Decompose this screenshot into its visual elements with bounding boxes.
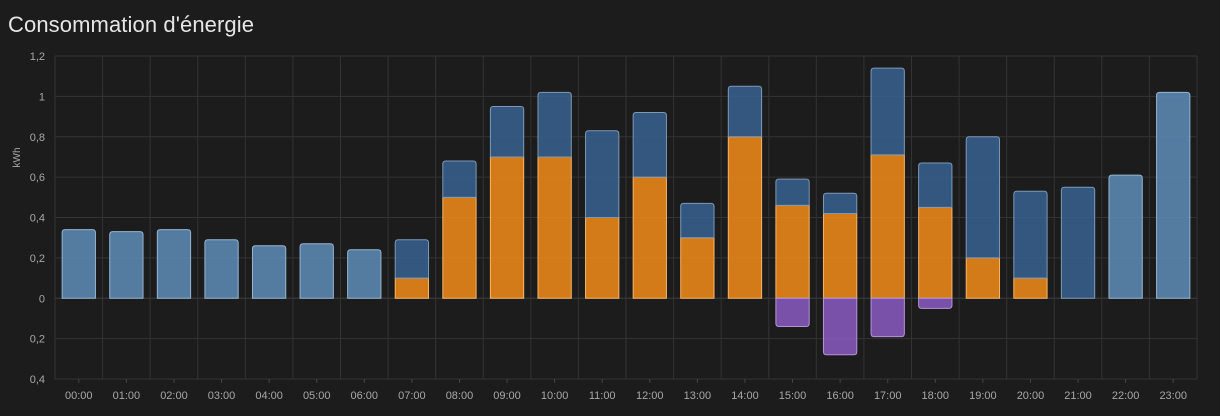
x-tick-label: 05:00 [303, 390, 331, 402]
x-tick-label: 13:00 [684, 390, 712, 402]
x-tick-label: 21:00 [1064, 390, 1092, 402]
bar-segment [965, 136, 1001, 259]
x-tick-label: 11:00 [589, 390, 616, 402]
x-tick-label: 20:00 [1017, 390, 1045, 402]
bar-segment [156, 229, 192, 299]
x-tick-label: 14:00 [731, 390, 759, 402]
bar-segment [442, 160, 477, 198]
y-tick-label: 0 [39, 293, 45, 305]
x-tick-label: 10:00 [541, 390, 569, 402]
x-tick-label: 01:00 [113, 390, 141, 402]
bar-segment [299, 243, 334, 299]
y-tick-label: 0,4 [30, 213, 45, 225]
bar-segment [1108, 174, 1143, 299]
bar-segment [1060, 186, 1096, 299]
x-tick-label: 00:00 [65, 390, 93, 402]
bar-segment [870, 154, 905, 299]
x-tick-label: 18:00 [922, 390, 950, 402]
card-title: Consommation d'énergie [8, 12, 255, 37]
bar-segment [727, 85, 763, 138]
x-tick-label: 23:00 [1159, 390, 1187, 402]
bar-segment [822, 192, 858, 214]
bar-segment [918, 297, 953, 309]
bar-segment [1013, 190, 1048, 279]
bar-segment [918, 206, 953, 299]
bar-segment [251, 245, 287, 299]
bar-segment [394, 277, 430, 299]
bar-segment [109, 231, 144, 299]
bar-segment [537, 156, 572, 299]
bar-segment [394, 239, 430, 279]
bar-segment [870, 297, 905, 338]
bar-segment [822, 297, 858, 356]
bar-segment [965, 257, 1001, 299]
y-tick-label: 0,2 [30, 334, 45, 346]
x-tick-label: 12:00 [636, 390, 664, 402]
bar-segment [775, 178, 810, 206]
x-tick-label: 19:00 [969, 390, 997, 402]
x-tick-label: 02:00 [160, 390, 188, 402]
x-tick-label: 07:00 [398, 390, 426, 402]
x-tick-label: 04:00 [255, 390, 283, 402]
bar-segment [918, 162, 953, 208]
y-tick-label: 0,2 [30, 253, 45, 265]
x-tick-label: 09:00 [493, 390, 521, 402]
bar-segment [632, 112, 667, 178]
bar-segment [61, 229, 96, 299]
bar-segment [537, 91, 572, 158]
bar-segment [727, 136, 763, 299]
x-tick-label: 08:00 [446, 390, 474, 402]
bar-segment [680, 202, 715, 239]
x-tick-label: 15:00 [779, 390, 807, 402]
y-tick-label: 0,6 [30, 172, 45, 184]
y-tick-label: 1,2 [30, 51, 45, 63]
bar-segment [489, 156, 525, 299]
x-tick-label: 16:00 [826, 390, 854, 402]
y-tick-label: 1 [39, 91, 45, 103]
bar-segment [442, 196, 477, 299]
bar-segment [822, 212, 858, 299]
y-tick-label: 0,4 [30, 374, 45, 386]
x-tick-label: 17:00 [874, 390, 902, 402]
bar-segment [870, 67, 905, 156]
bar-segment [585, 217, 620, 299]
bar-segment [775, 204, 810, 299]
bar-segment [347, 249, 382, 299]
bar-segment [489, 105, 525, 158]
x-tick-label: 22:00 [1112, 390, 1140, 402]
bar-segment [680, 237, 715, 299]
bar-segment [632, 176, 667, 299]
bar-segment [1156, 91, 1191, 299]
bar-segment [1013, 277, 1048, 299]
x-tick-label: 03:00 [208, 390, 236, 402]
bar-segment [585, 130, 620, 218]
bar-segment [775, 297, 810, 328]
x-tick-label: 06:00 [351, 390, 379, 402]
y-axis-label: kWh [12, 148, 23, 168]
y-tick-label: 0,8 [30, 132, 45, 144]
bar-segment [204, 239, 239, 299]
